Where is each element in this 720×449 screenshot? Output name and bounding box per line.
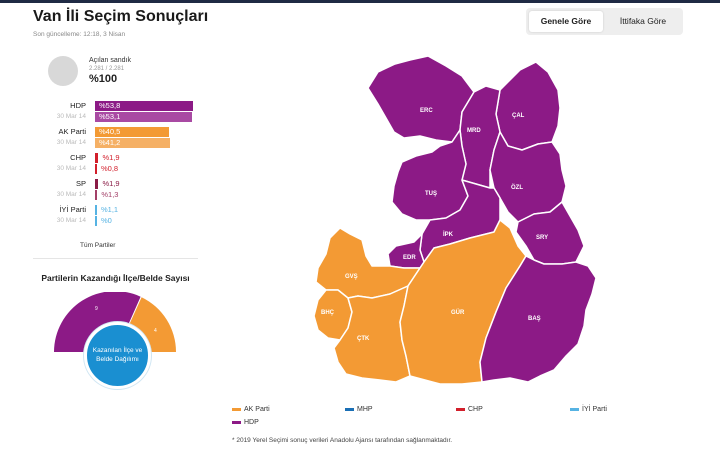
legend-label: CHP xyxy=(468,406,483,413)
gauge-akp-count: 4 xyxy=(154,328,157,334)
party-value-current: %40,5 xyxy=(99,127,121,136)
party-value-previous: %0,8 xyxy=(101,164,119,173)
district-tus[interactable] xyxy=(391,129,469,221)
party-bar-previous xyxy=(95,216,97,226)
party-prev-date: 30 Mar 14 xyxy=(56,165,86,172)
party-value-previous: %41,2 xyxy=(99,138,121,147)
legend-label: HDP xyxy=(244,419,259,426)
party-prev-date: 30 Mar 14 xyxy=(56,191,86,198)
label-ipk: İPK xyxy=(443,231,454,238)
van-district-map: ERC MRD ÇAL TUŞ ÖZL İPK SRY EDR GVŞ BHÇ … xyxy=(313,55,597,385)
label-gur: GÜR xyxy=(451,309,465,316)
party-bar-current xyxy=(95,179,99,189)
party-bar-current xyxy=(95,153,99,163)
party-row: SP 30 Mar 14 %1,9 %1,3 xyxy=(0,179,200,201)
legend-label: İYİ Parti xyxy=(582,406,607,413)
party-name: HDP xyxy=(70,101,86,110)
label-edr: EDR xyxy=(403,255,416,261)
party-row: İYİ Parti 30 Mar 14 %1,1 %0 xyxy=(0,205,200,227)
won-districts-title: Partilerin Kazandığı İlçe/Belde Sayısı xyxy=(41,273,190,283)
party-prev-date: 30 Mar 14 xyxy=(56,113,86,120)
legend-iyi: İYİ Parti xyxy=(570,406,607,413)
party-bar-previous xyxy=(95,190,98,200)
district-erc[interactable] xyxy=(367,55,475,143)
won-districts-button[interactable]: Kazanılan İlçe ve Belde Dağılımı xyxy=(84,322,151,389)
divider xyxy=(33,258,198,259)
party-value-current: %1,1 xyxy=(101,205,119,214)
legend-akp: AK Parti xyxy=(232,406,270,413)
legend-swatch xyxy=(345,407,354,411)
legend-label: AK Parti xyxy=(244,406,270,413)
ballot-count: 2.281 / 2.281 xyxy=(89,66,125,72)
party-value-previous: %53,1 xyxy=(99,112,121,121)
party-value-previous: %1,3 xyxy=(101,190,119,199)
party-prev-date: 30 Mar 14 xyxy=(56,139,86,146)
label-ozl: ÖZL xyxy=(511,184,523,191)
party-value-previous: %0 xyxy=(101,216,112,225)
label-ctk: ÇTK xyxy=(357,336,370,342)
party-bar-current xyxy=(95,127,169,137)
party-bar-previous xyxy=(95,164,97,174)
label-bhc: BHÇ xyxy=(321,310,335,316)
district-edr[interactable] xyxy=(387,233,425,269)
party-row: HDP 30 Mar 14 %53,8 %53,1 xyxy=(0,101,200,123)
legend-swatch xyxy=(570,407,579,411)
legend-swatch xyxy=(232,420,241,424)
toggle-alliance-button[interactable]: İttifaka Göre xyxy=(619,16,667,26)
party-value-current: %1,9 xyxy=(102,179,120,188)
label-tus: TUŞ xyxy=(425,191,437,197)
party-prev-date: 30 Mar 14 xyxy=(56,217,86,224)
party-row: CHP 30 Mar 14 %1,9 %0,8 xyxy=(0,153,200,175)
label-mrd: MRD xyxy=(467,128,481,134)
party-name: SP xyxy=(75,179,86,188)
label-erc: ERC xyxy=(420,108,433,114)
page-title: Van İli Seçim Sonuçları xyxy=(33,8,209,25)
party-name: CHP xyxy=(70,153,86,162)
party-name: İYİ Parti xyxy=(59,205,86,214)
won-districts-gauge: 9 4 xyxy=(54,292,176,352)
ballot-pie-chart xyxy=(48,56,78,86)
label-sry: SRY xyxy=(536,235,548,241)
footnote: * 2019 Yerel Seçimi sonuç verileri Anado… xyxy=(232,437,453,444)
legend-chp: CHP xyxy=(456,406,483,413)
ballot-label: Açılan sandık xyxy=(89,57,132,64)
district-sry[interactable] xyxy=(515,201,585,265)
district-ctk[interactable] xyxy=(333,285,411,383)
party-bar-current xyxy=(95,205,97,215)
view-toggle: Genele Göre İttifaka Göre xyxy=(526,8,683,35)
last-updated: Son güncelleme: 12:18, 3 Nisan xyxy=(33,31,126,38)
gauge-akp-segment xyxy=(128,297,176,352)
party-bar-previous xyxy=(95,112,192,122)
label-gvs: GVŞ xyxy=(345,274,358,280)
party-value-current: %53,8 xyxy=(99,101,121,110)
legend-hdp: HDP xyxy=(232,419,259,426)
legend-swatch xyxy=(456,407,465,411)
party-bar-previous xyxy=(95,138,171,148)
gauge-hdp-count: 9 xyxy=(95,306,98,312)
party-row: AK Parti 30 Mar 14 %40,5 %41,2 xyxy=(0,127,200,149)
legend-label: MHP xyxy=(357,406,373,413)
party-bar-current xyxy=(95,101,193,111)
party-name: AK Parti xyxy=(58,127,86,136)
ballot-percent: %100 xyxy=(89,73,118,85)
label-cal: ÇAL xyxy=(512,113,525,119)
district-bas[interactable] xyxy=(479,255,597,383)
party-value-current: %1,9 xyxy=(102,153,120,162)
toggle-general-button[interactable]: Genele Göre xyxy=(529,11,603,32)
legend-swatch xyxy=(232,407,241,411)
gauge-hdp-segment xyxy=(54,292,141,352)
district-cal[interactable] xyxy=(495,61,561,151)
all-parties-link[interactable]: Tüm Partiler xyxy=(80,242,116,249)
legend-mhp: MHP xyxy=(345,406,373,413)
label-bas: BAŞ xyxy=(528,316,541,322)
top-bar xyxy=(0,0,720,3)
